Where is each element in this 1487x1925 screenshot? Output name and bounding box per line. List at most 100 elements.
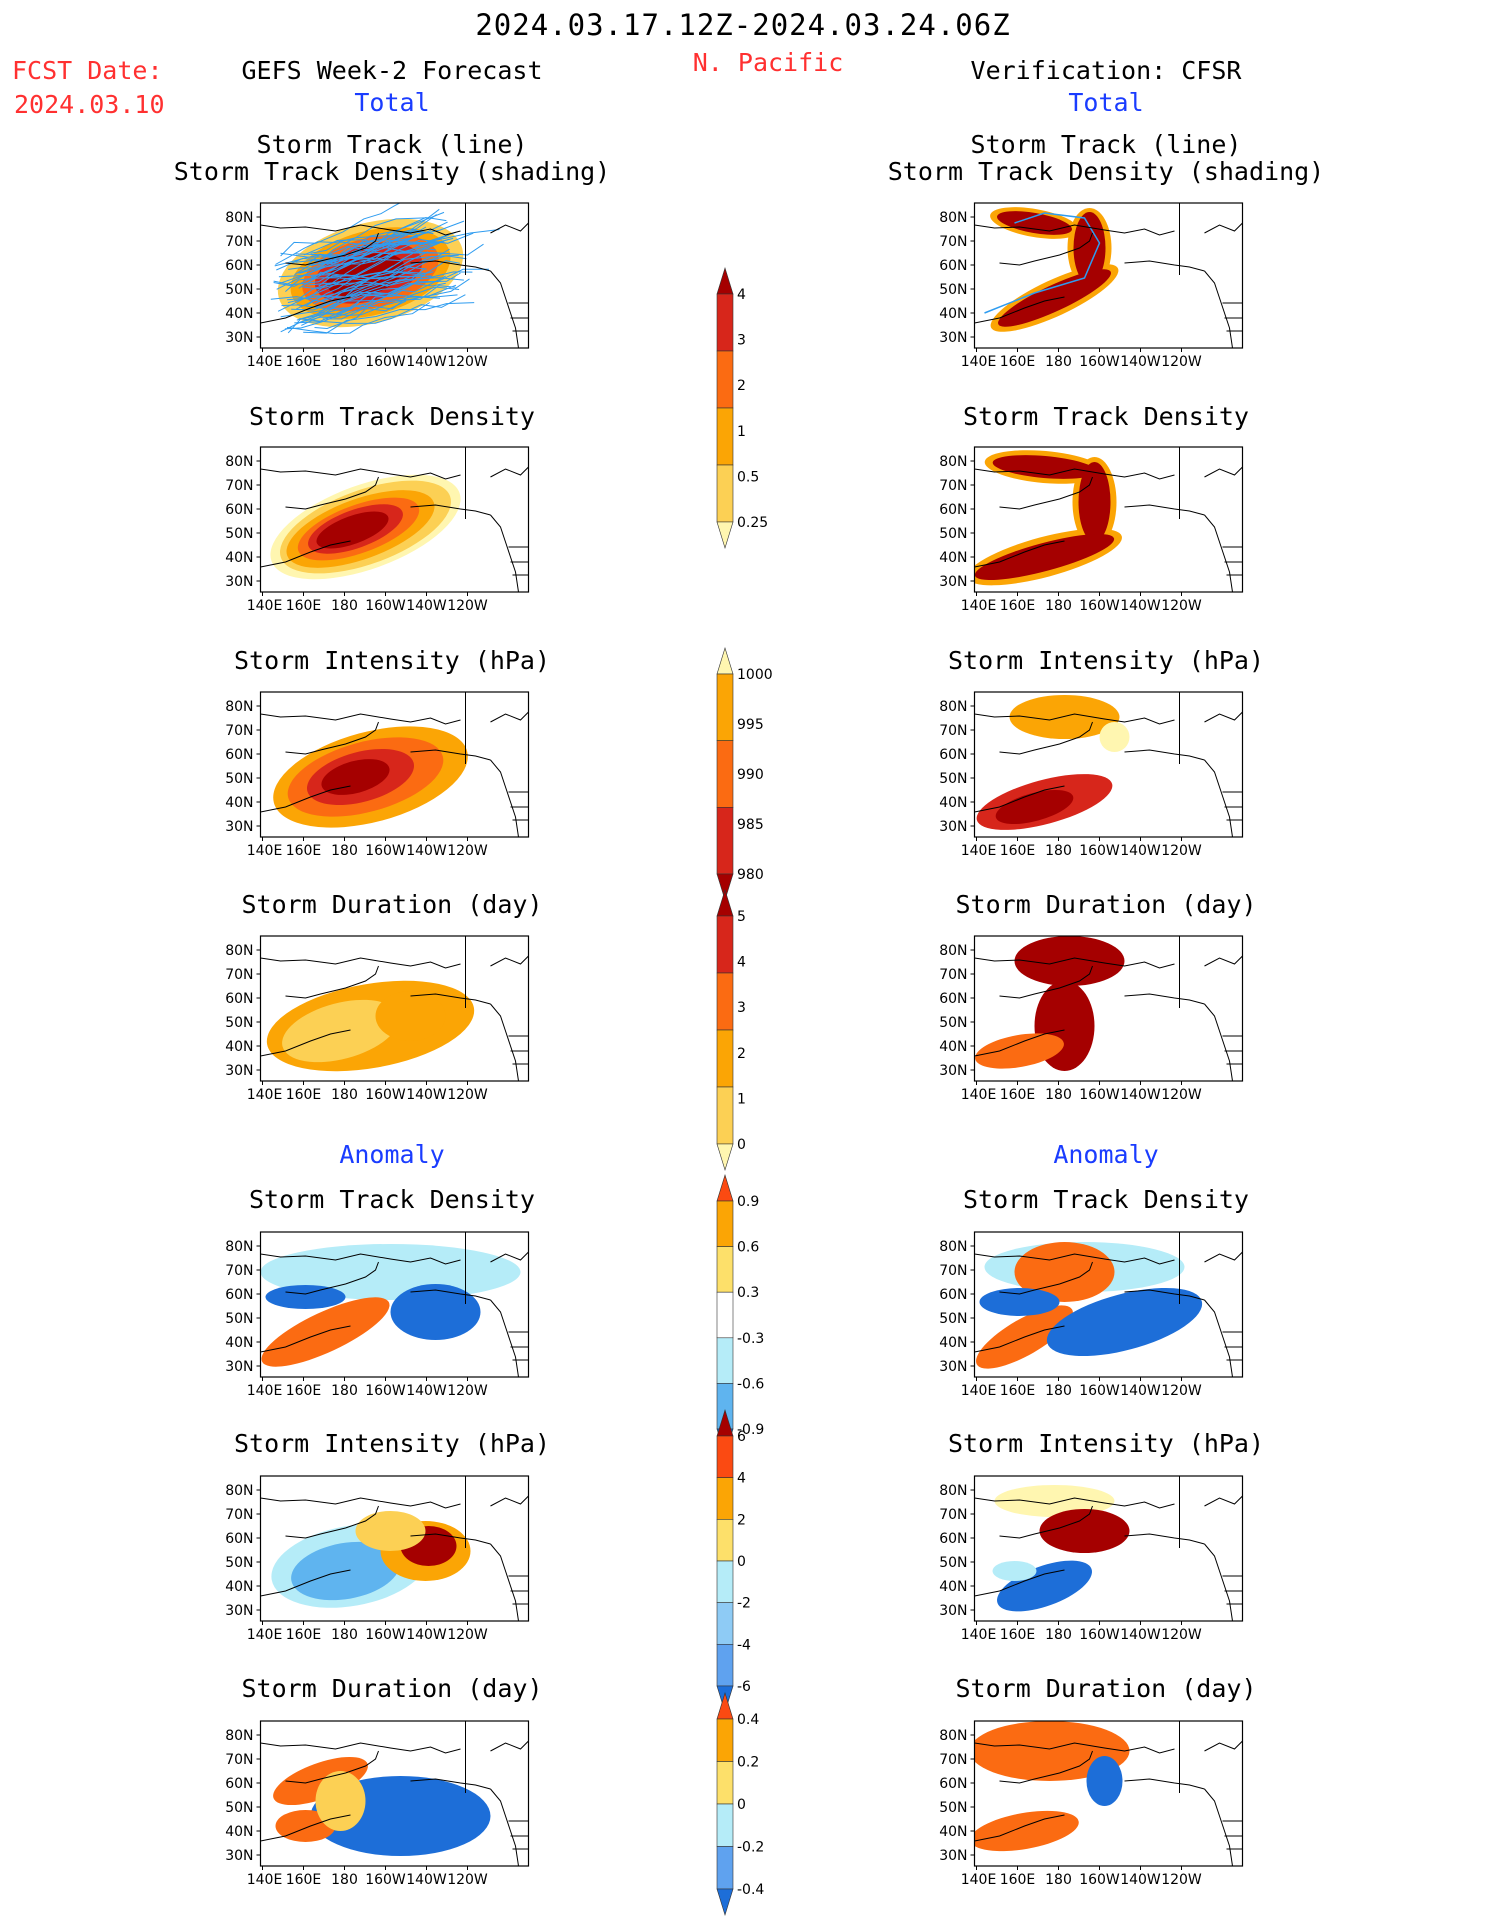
right-map-5-shade-5 — [979, 1288, 1060, 1316]
right-map-3-shade-4 — [995, 789, 1074, 825]
left-panel4-title: Storm Duration (day) — [241, 890, 543, 919]
left-map-7-lon-label: 180 — [331, 1872, 358, 1888]
right-map-1-lat-label: 70N — [939, 234, 967, 250]
colorbar-intensity-anom-label: -4 — [737, 1637, 751, 1653]
right-map-3-shade-1 — [1009, 695, 1120, 739]
left-map-5-lon-label: 160E — [286, 1383, 322, 1399]
colorbar-duration-total: 5 4 3 2 1 0 — [716, 888, 746, 1172]
left-map-2-lat-label: 60N — [225, 502, 253, 518]
left-map-2-lon-label: 160E — [286, 598, 322, 614]
colorbar-intensity-total-label: 985 — [737, 817, 764, 833]
left-map-4-lat-label: 70N — [225, 967, 253, 983]
left-map-panel-4: 80N 70N 60N 50N 40N 30N 140E 160E 180 160W 140W 120… — [225, 935, 530, 1103]
colorbar-duration-anom: 0.4 0.2 0 -0.2 -0.4 — [716, 1691, 764, 1917]
colorbar-intensity-anom-swatch-6 — [716, 1602, 734, 1645]
right-map-3-lon-label: 160W — [1079, 843, 1120, 859]
right-map-1-lat-label: 60N — [939, 258, 967, 274]
left-map-4-shade-3 — [375, 991, 446, 1041]
colorbar-intensity-anom-label: 4 — [737, 1471, 746, 1487]
left-map-1-lat-label: 50N — [225, 282, 253, 298]
right-map-4-lon-label: 140W — [1120, 1087, 1161, 1103]
right-map-4-lon-label: 160W — [1079, 1087, 1120, 1103]
left-map-1-lat-label: 40N — [225, 306, 253, 322]
left-map-5-lat-label: 50N — [225, 1311, 253, 1327]
right-column-title: Verification: CFSR — [970, 56, 1242, 85]
colorbar-density-total-swatch-6 — [716, 521, 734, 550]
right-map-5-lat-label: 40N — [939, 1335, 967, 1351]
right-map-7-shade-3 — [974, 1810, 1079, 1852]
left-column-title: GEFS Week-2 Forecast — [241, 56, 543, 85]
left-map-2-lon-label: 160W — [365, 598, 406, 614]
colorbar-intensity-anom-label: 6 — [737, 1429, 746, 1445]
right-map-6-lat-label: 40N — [939, 1579, 967, 1595]
right-map-1-lon-label: 140W — [1120, 354, 1161, 370]
left-map-5-shade-1 — [260, 1244, 521, 1300]
left-map-6-lon-label: 140W — [406, 1627, 447, 1643]
left-map-5-shade-3 — [390, 1284, 481, 1340]
right-panel1-title-line2: Storm Track Density (shading) — [887, 157, 1325, 186]
right-map-5-lat-label: 30N — [939, 1359, 967, 1375]
right-map-panel-3: 80N 70N 60N 50N 40N 30N 140E 160E 180 160W 140W 120… — [939, 691, 1244, 859]
left-map-panel-2: 80N 70N 60N 50N 40N 30N 140E 160E 180 160W 140W 120… — [225, 446, 530, 614]
colorbar-duration-total-label: 4 — [737, 955, 746, 971]
left-map-7-lat-label: 80N — [225, 1728, 253, 1744]
left-map-4-lon-label: 160W — [365, 1087, 406, 1103]
right-map-6-lon-label: 160E — [1000, 1627, 1036, 1643]
left-map-4-lat-label: 30N — [225, 1063, 253, 1079]
left-map-1-lon-label: 180 — [331, 354, 358, 370]
right-map-1-shade-5 — [1073, 212, 1106, 284]
right-map-2-lat-label: 60N — [939, 502, 967, 518]
colorbar-density-anom-swatch-4 — [716, 1291, 734, 1339]
right-map-5-lon-label: 120W — [1161, 1383, 1202, 1399]
right-map-2-lat-label: 70N — [939, 478, 967, 494]
left-map-1-lat-label: 80N — [225, 210, 253, 226]
colorbar-duration-total-label: 1 — [737, 1091, 746, 1107]
left-map-3-lon-label: 160W — [365, 843, 406, 859]
right-map-4-lon-label: 160E — [1000, 1087, 1036, 1103]
left-map-6-lon-label: 160E — [286, 1627, 322, 1643]
right-map-3-lon-label: 140E — [961, 843, 997, 859]
right-map-6-lon-label: 140W — [1120, 1627, 1161, 1643]
left-map-2-lon-label: 140W — [406, 598, 447, 614]
left-map-6-lat-label: 50N — [225, 1555, 253, 1571]
region-title: N. Pacific — [692, 48, 844, 77]
left-map-3-lat-label: 80N — [225, 699, 253, 715]
left-map-3-lat-label: 40N — [225, 795, 253, 811]
left-map-3-shade-4 — [321, 759, 390, 795]
right-map-1-lon-label: 160E — [1000, 354, 1036, 370]
left-map-4-lat-label: 80N — [225, 943, 253, 959]
left-map-2-shade-6 — [316, 511, 389, 549]
right-map-4-shade-3 — [975, 1033, 1064, 1069]
colorbar-duration-total-label: 3 — [737, 1000, 746, 1016]
left-map-5-lat-label: 60N — [225, 1287, 253, 1303]
right-map-5-lat-label: 70N — [939, 1263, 967, 1279]
colorbar-density-total-label: 0.25 — [737, 515, 768, 531]
right-panel2-title: Storm Track Density — [963, 402, 1249, 431]
left-map-6-lat-label: 30N — [225, 1603, 253, 1619]
right-map-7-lat-label: 70N — [939, 1752, 967, 1768]
colorbar-duration-total-label: 0 — [737, 1137, 746, 1153]
right-map-2-lon-label: 180 — [1045, 598, 1072, 614]
left-map-1-lon-label: 140E — [247, 354, 283, 370]
right-map-panel-4: 80N 70N 60N 50N 40N 30N 140E 160E 180 160W 140W 120… — [939, 935, 1244, 1103]
colorbar-density-anom-label: -0.3 — [737, 1331, 764, 1347]
left-map-3-lat-label: 70N — [225, 723, 253, 739]
right-map-7-lat-label: 60N — [939, 1776, 967, 1792]
left-map-3-lon-label: 160E — [286, 843, 322, 859]
colorbar-intensity-anom-swatch-2 — [716, 1435, 734, 1478]
right-map-2-shade-6 — [974, 533, 1115, 581]
right-map-5-lon-label: 160W — [1079, 1383, 1120, 1399]
right-map-3-lat-label: 30N — [939, 819, 967, 835]
colorbar-intensity-total-swatch-5 — [716, 873, 734, 902]
colorbar-intensity-total-swatch-2 — [716, 673, 734, 741]
right-map-5-lat-label: 80N — [939, 1239, 967, 1255]
right-map-2-lat-label: 30N — [939, 574, 967, 590]
left-map-7-lat-label: 40N — [225, 1824, 253, 1840]
left-map-5-lat-label: 80N — [225, 1239, 253, 1255]
colorbar-intensity-total-swatch-1 — [716, 646, 734, 675]
right-map-4-lat-label: 80N — [939, 943, 967, 959]
left-map-5-lon-label: 140E — [247, 1383, 283, 1399]
colorbar-density-anom-swatch-1 — [716, 1173, 734, 1202]
left-map-7-shade-2 — [273, 1756, 368, 1806]
colorbar-density-anom-label: -0.6 — [737, 1376, 764, 1392]
